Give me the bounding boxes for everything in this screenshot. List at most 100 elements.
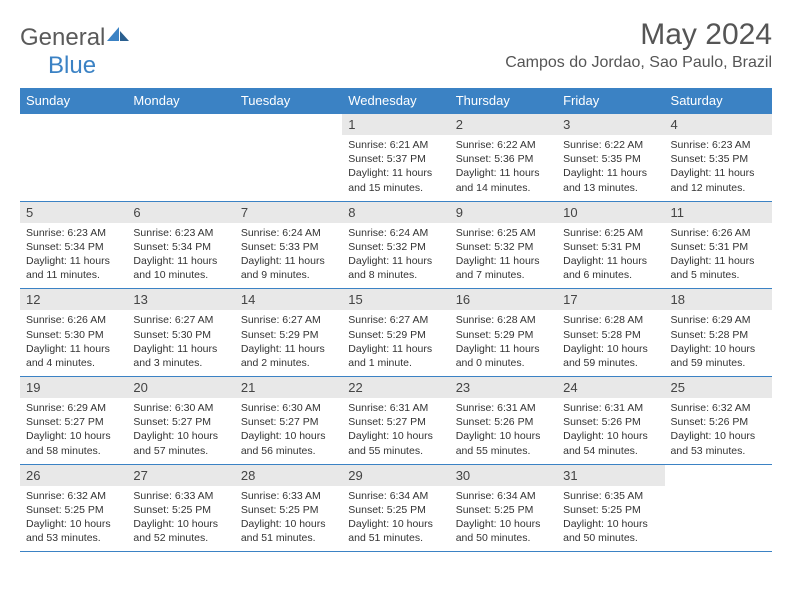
day-number-cell: 18	[665, 289, 772, 311]
sunset-text: Sunset: 5:35 PM	[563, 152, 658, 166]
daylight-text: Daylight: 10 hours and 57 minutes.	[133, 429, 228, 457]
daylight-text: Daylight: 10 hours and 53 minutes.	[26, 517, 121, 545]
sunrise-text: Sunrise: 6:31 AM	[348, 401, 443, 415]
sunset-text: Sunset: 5:30 PM	[26, 328, 121, 342]
day-header: Tuesday	[235, 88, 342, 114]
daylight-text: Daylight: 10 hours and 52 minutes.	[133, 517, 228, 545]
sunrise-text: Sunrise: 6:33 AM	[133, 489, 228, 503]
sunset-text: Sunset: 5:26 PM	[563, 415, 658, 429]
sunset-text: Sunset: 5:35 PM	[671, 152, 766, 166]
day-number-cell: 6	[127, 201, 234, 223]
day-number-cell: 1	[342, 114, 449, 136]
logo-text: General Blue	[20, 24, 129, 80]
sunrise-text: Sunrise: 6:34 AM	[348, 489, 443, 503]
day-detail-cell: Sunrise: 6:33 AMSunset: 5:25 PMDaylight:…	[235, 486, 342, 552]
daylight-text: Daylight: 11 hours and 13 minutes.	[563, 166, 658, 194]
sunset-text: Sunset: 5:30 PM	[133, 328, 228, 342]
sunrise-text: Sunrise: 6:23 AM	[671, 138, 766, 152]
day-number-cell: 12	[20, 289, 127, 311]
daynum-row: 12131415161718	[20, 289, 772, 311]
day-detail-cell: Sunrise: 6:27 AMSunset: 5:29 PMDaylight:…	[342, 310, 449, 376]
sunset-text: Sunset: 5:34 PM	[133, 240, 228, 254]
sunset-text: Sunset: 5:26 PM	[456, 415, 551, 429]
day-detail-cell: Sunrise: 6:22 AMSunset: 5:36 PMDaylight:…	[450, 135, 557, 201]
daylight-text: Daylight: 10 hours and 53 minutes.	[671, 429, 766, 457]
sunset-text: Sunset: 5:37 PM	[348, 152, 443, 166]
sunset-text: Sunset: 5:31 PM	[671, 240, 766, 254]
day-detail-cell: Sunrise: 6:31 AMSunset: 5:26 PMDaylight:…	[450, 398, 557, 464]
daylight-text: Daylight: 11 hours and 9 minutes.	[241, 254, 336, 282]
day-detail-cell: Sunrise: 6:26 AMSunset: 5:31 PMDaylight:…	[665, 223, 772, 289]
cell-body-row: Sunrise: 6:23 AMSunset: 5:34 PMDaylight:…	[20, 223, 772, 289]
sunrise-text: Sunrise: 6:30 AM	[133, 401, 228, 415]
sunrise-text: Sunrise: 6:24 AM	[241, 226, 336, 240]
sunset-text: Sunset: 5:28 PM	[671, 328, 766, 342]
day-detail-cell: Sunrise: 6:25 AMSunset: 5:31 PMDaylight:…	[557, 223, 664, 289]
day-number-cell	[20, 114, 127, 136]
day-detail-cell: Sunrise: 6:28 AMSunset: 5:28 PMDaylight:…	[557, 310, 664, 376]
day-header: Friday	[557, 88, 664, 114]
day-detail-cell: Sunrise: 6:35 AMSunset: 5:25 PMDaylight:…	[557, 486, 664, 552]
day-number-cell: 27	[127, 464, 234, 486]
sunset-text: Sunset: 5:27 PM	[241, 415, 336, 429]
day-detail-cell: Sunrise: 6:30 AMSunset: 5:27 PMDaylight:…	[127, 398, 234, 464]
day-number-cell: 26	[20, 464, 127, 486]
sunset-text: Sunset: 5:34 PM	[26, 240, 121, 254]
day-header: Thursday	[450, 88, 557, 114]
daylight-text: Daylight: 11 hours and 6 minutes.	[563, 254, 658, 282]
sunrise-text: Sunrise: 6:33 AM	[241, 489, 336, 503]
day-number-cell	[235, 114, 342, 136]
daylight-text: Daylight: 10 hours and 54 minutes.	[563, 429, 658, 457]
day-header-row: SundayMondayTuesdayWednesdayThursdayFrid…	[20, 88, 772, 114]
sunset-text: Sunset: 5:28 PM	[563, 328, 658, 342]
calendar-table: SundayMondayTuesdayWednesdayThursdayFrid…	[20, 88, 772, 552]
day-number-cell: 9	[450, 201, 557, 223]
daylight-text: Daylight: 11 hours and 3 minutes.	[133, 342, 228, 370]
day-number-cell: 15	[342, 289, 449, 311]
sunrise-text: Sunrise: 6:27 AM	[348, 313, 443, 327]
day-detail-cell: Sunrise: 6:24 AMSunset: 5:33 PMDaylight:…	[235, 223, 342, 289]
daylight-text: Daylight: 11 hours and 5 minutes.	[671, 254, 766, 282]
day-number-cell: 13	[127, 289, 234, 311]
daylight-text: Daylight: 11 hours and 2 minutes.	[241, 342, 336, 370]
day-detail-cell: Sunrise: 6:34 AMSunset: 5:25 PMDaylight:…	[450, 486, 557, 552]
daylight-text: Daylight: 10 hours and 58 minutes.	[26, 429, 121, 457]
sunrise-text: Sunrise: 6:25 AM	[563, 226, 658, 240]
day-number-cell: 20	[127, 377, 234, 399]
day-detail-cell: Sunrise: 6:33 AMSunset: 5:25 PMDaylight:…	[127, 486, 234, 552]
sunrise-text: Sunrise: 6:35 AM	[563, 489, 658, 503]
daynum-row: 262728293031	[20, 464, 772, 486]
day-detail-cell: Sunrise: 6:30 AMSunset: 5:27 PMDaylight:…	[235, 398, 342, 464]
day-number-cell: 10	[557, 201, 664, 223]
day-number-cell: 17	[557, 289, 664, 311]
day-detail-cell: Sunrise: 6:23 AMSunset: 5:35 PMDaylight:…	[665, 135, 772, 201]
logo-word-general: General	[20, 24, 105, 51]
day-header: Sunday	[20, 88, 127, 114]
daylight-text: Daylight: 11 hours and 0 minutes.	[456, 342, 551, 370]
daylight-text: Daylight: 11 hours and 1 minute.	[348, 342, 443, 370]
day-number-cell: 11	[665, 201, 772, 223]
daylight-text: Daylight: 10 hours and 55 minutes.	[456, 429, 551, 457]
day-header: Saturday	[665, 88, 772, 114]
daylight-text: Daylight: 10 hours and 55 minutes.	[348, 429, 443, 457]
sunset-text: Sunset: 5:25 PM	[26, 503, 121, 517]
sunrise-text: Sunrise: 6:23 AM	[26, 226, 121, 240]
day-header: Wednesday	[342, 88, 449, 114]
sunset-text: Sunset: 5:25 PM	[241, 503, 336, 517]
sunrise-text: Sunrise: 6:27 AM	[133, 313, 228, 327]
sunrise-text: Sunrise: 6:31 AM	[456, 401, 551, 415]
day-number-cell	[127, 114, 234, 136]
daynum-row: 1234	[20, 114, 772, 136]
sunrise-text: Sunrise: 6:32 AM	[671, 401, 766, 415]
day-detail-cell: Sunrise: 6:23 AMSunset: 5:34 PMDaylight:…	[20, 223, 127, 289]
sunset-text: Sunset: 5:27 PM	[348, 415, 443, 429]
day-number-cell: 23	[450, 377, 557, 399]
day-number-cell: 4	[665, 114, 772, 136]
day-number-cell: 7	[235, 201, 342, 223]
daylight-text: Daylight: 11 hours and 11 minutes.	[26, 254, 121, 282]
day-number-cell: 22	[342, 377, 449, 399]
daylight-text: Daylight: 11 hours and 10 minutes.	[133, 254, 228, 282]
sunset-text: Sunset: 5:25 PM	[348, 503, 443, 517]
sunset-text: Sunset: 5:27 PM	[26, 415, 121, 429]
sunset-text: Sunset: 5:33 PM	[241, 240, 336, 254]
